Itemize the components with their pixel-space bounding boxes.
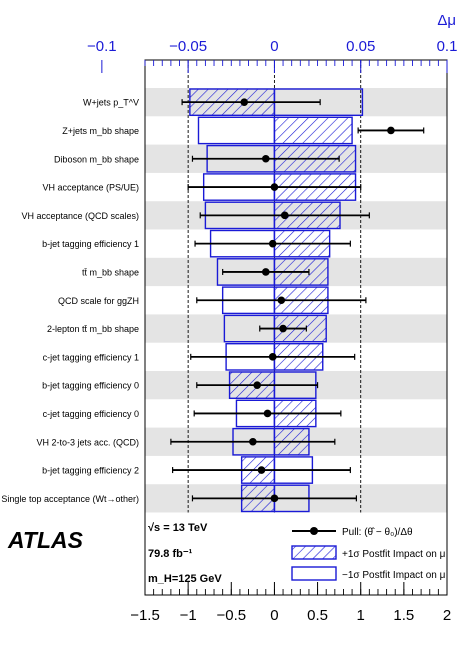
pull-markers [170, 98, 425, 503]
pull-marker [257, 466, 266, 474]
top-tick-label: 0.05 [346, 38, 375, 55]
legend-pull-marker [310, 527, 318, 535]
top-tick-label: 0.1 [437, 38, 458, 55]
pull-marker [263, 409, 272, 418]
parameter-label: b-jet tagging efficiency 1 [42, 239, 139, 249]
pull-marker [270, 494, 279, 503]
pull-marker [262, 154, 270, 163]
pull-marker [277, 296, 286, 305]
parameter-label: 2-lepton tt̄ m_bb shape [47, 324, 139, 334]
pull-marker [268, 239, 277, 248]
legend-minus-swatch [291, 566, 337, 581]
pull-marker [240, 98, 249, 106]
top-axis-label: Δμ [437, 12, 456, 29]
legend-minus-label: −1σ Postfit Impact on μ [342, 570, 446, 581]
pull-marker [262, 268, 270, 276]
lumi-label: 79.8 fb⁻¹ [148, 548, 193, 560]
bottom-tick-label: −1.5 [130, 607, 160, 624]
parameter-label: VH 2-to-3 jets acc. (QCD) [36, 437, 139, 447]
bottom-tick-label: −1 [180, 607, 197, 624]
legend-pull-label: Pull: (θ̂ − θ₀)/Δθ [342, 526, 413, 538]
pull-marker [280, 211, 289, 220]
parameter-labels: W+jets p_T^V Z+jets m_bb shape Diboson m_b… [1, 98, 139, 504]
legend: Pull: (θ̂ − θ₀)/Δθ +1σ Postfit Impact on… [291, 526, 446, 581]
pull-marker [270, 183, 279, 191]
top-tick-label: 0 [270, 38, 278, 55]
impact-bar-plus [273, 116, 353, 145]
bottom-tick-label: 0 [270, 607, 278, 624]
parameter-label: Z+jets m_bb shape [62, 126, 139, 136]
parameter-label: VH acceptance (QCD scales) [21, 211, 139, 221]
bottom-tick-label: 1 [357, 607, 365, 624]
bottom-tick-label: 2 [443, 607, 451, 624]
parameter-label: c-jet tagging efficiency 0 [43, 409, 139, 419]
parameter-label: c-jet tagging efficiency 1 [43, 352, 139, 362]
pull-marker [253, 381, 261, 389]
parameter-label: b-jet tagging efficiency 2 [42, 466, 139, 476]
mass-label: m_H=125 GeV [148, 573, 222, 585]
parameter-label: QCD scale for ggZH [58, 296, 139, 306]
plot-frame [144, 59, 448, 596]
legend-plus-label: +1σ Postfit Impact on μ [342, 549, 446, 560]
parameter-label: b-jet tagging efficiency 0 [42, 381, 139, 391]
pull-marker [249, 437, 257, 446]
bottom-tick-label: 0.5 [307, 607, 328, 624]
bottom-tick-label: −0.5 [216, 607, 246, 624]
bottom-tick-label: 1.5 [393, 607, 414, 624]
energy-label: √s = 13 TeV [148, 522, 208, 534]
parameter-label: W+jets p_T^V [83, 98, 139, 108]
parameter-label: Single top acceptance (Wt→other) [1, 494, 139, 504]
pull-marker [268, 353, 277, 361]
pull-marker [387, 126, 395, 135]
experiment-label: ATLAS [7, 527, 84, 553]
parameter-label: Diboson m_bb shape [54, 154, 139, 164]
parameter-label: VH acceptance (PS/UE) [42, 183, 139, 193]
parameter-label: tt̄ m_bb shape [82, 267, 139, 277]
pull-marker [279, 324, 287, 333]
legend-plus-swatch [291, 545, 337, 560]
axes: −1.5 −1 −0.5 0 0.5 1 1.5 2 −0.1 −0.05 0 0.05 0.1 Δμ [87, 12, 457, 624]
top-tick-label: −0.05 [169, 38, 207, 55]
top-tick-label: −0.1 [87, 38, 117, 55]
impact-bar-minus [197, 116, 276, 145]
